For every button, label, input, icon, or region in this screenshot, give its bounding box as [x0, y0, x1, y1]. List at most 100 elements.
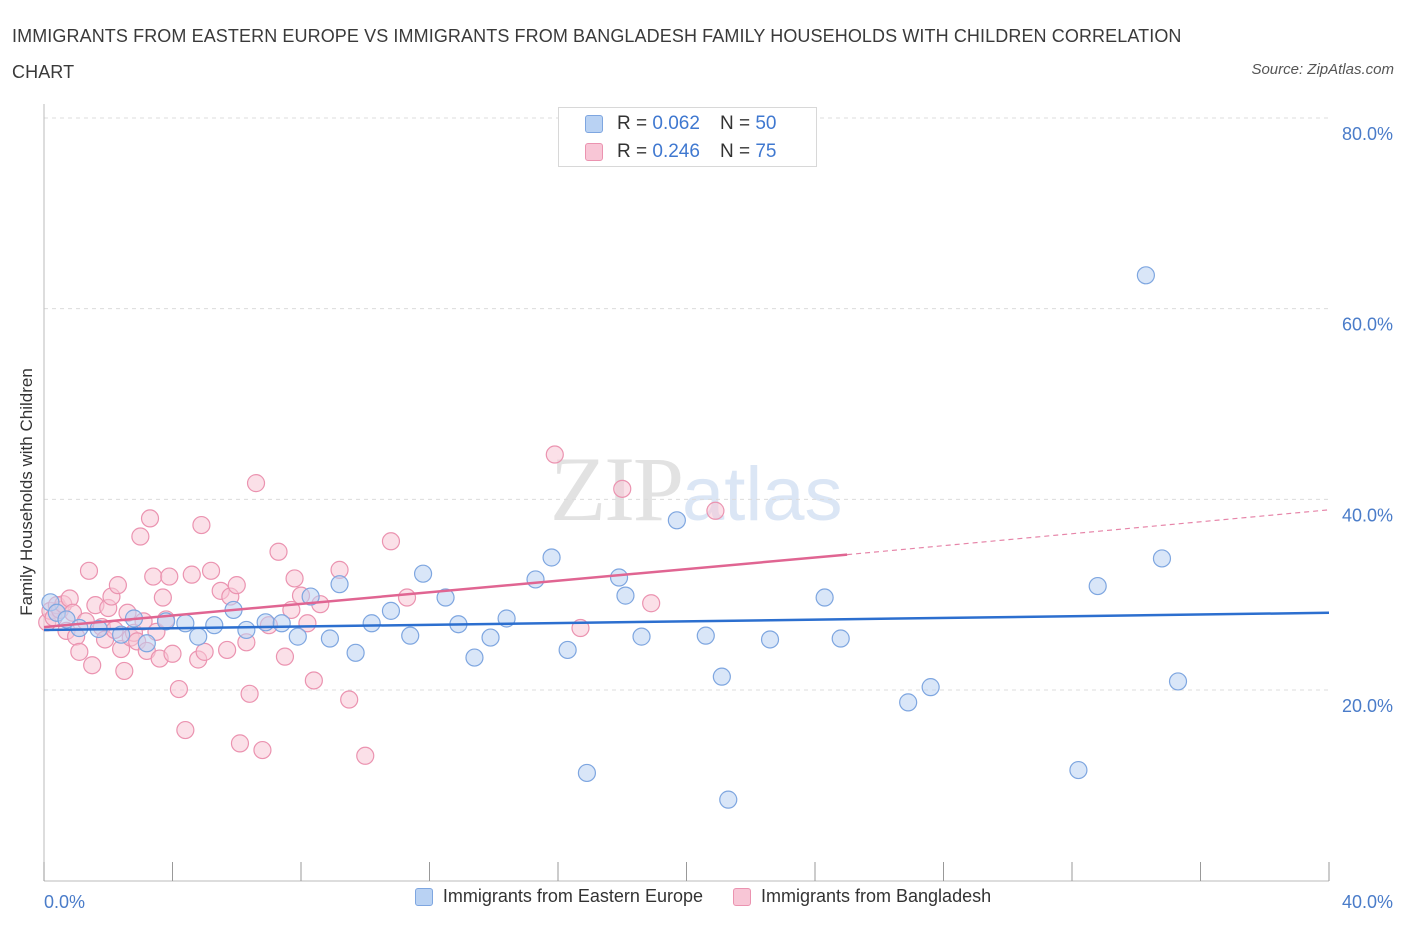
series-legend-label: Immigrants from Bangladesh	[761, 886, 992, 906]
series-legend-bangladesh[interactable]: Immigrants from Bangladesh	[733, 886, 991, 907]
bangladesh-point	[131, 527, 150, 546]
eastern-europe-point	[205, 616, 224, 635]
bangladesh-point	[108, 576, 127, 595]
bangladesh-point	[240, 684, 259, 703]
bangladesh-point	[176, 720, 195, 740]
bangladesh-point	[182, 565, 201, 584]
eastern-europe-point	[719, 790, 738, 809]
eastern-europe-point	[401, 626, 420, 645]
correlation-legend: R = 0.062 N = 50 R = 0.246 N = 75	[558, 107, 817, 167]
bangladesh-point	[642, 594, 661, 613]
eastern-europe-point	[237, 620, 256, 640]
bangladesh-point	[195, 642, 214, 661]
bangladesh-point	[192, 515, 211, 535]
eastern-europe-point	[760, 630, 780, 649]
legend-r-value: 0.246	[652, 141, 700, 162]
eastern-europe-point	[542, 548, 561, 567]
eastern-europe-point	[189, 627, 208, 646]
legend-row-bangladesh: R = 0.246 N = 75	[585, 141, 776, 163]
eastern-europe-point	[1152, 549, 1172, 568]
bangladesh-point	[275, 647, 295, 666]
legend-n-value: 50	[755, 113, 777, 134]
eastern-europe-point	[272, 614, 291, 633]
chart-source: Source: ZipAtlas.com	[1251, 61, 1394, 78]
bangladesh-point	[163, 644, 182, 663]
bangladesh-point	[304, 671, 323, 690]
axes	[43, 104, 1330, 882]
bangladesh-point	[169, 679, 189, 699]
bangladesh-point	[153, 588, 172, 607]
eastern-europe-point	[526, 570, 545, 589]
bangladesh-points	[38, 445, 725, 765]
legend-n-label: N =	[719, 113, 751, 134]
trend-lines	[43, 509, 1330, 632]
series-swatch-blue	[414, 887, 433, 906]
series-swatch-pink	[733, 887, 751, 906]
bangladesh-point	[218, 640, 237, 660]
bangladesh-point	[545, 445, 564, 464]
eastern-europe-point	[899, 693, 918, 712]
bangladesh-point	[381, 532, 401, 551]
bangladesh-point	[201, 561, 221, 580]
eastern-europe-point	[1069, 760, 1088, 780]
y-tick-label: 40.0%	[1342, 505, 1393, 525]
eastern-europe-point	[831, 629, 850, 648]
bangladesh-point	[70, 642, 89, 661]
eastern-europe-point	[696, 626, 715, 645]
bangladesh-point	[356, 746, 375, 765]
eastern-europe-point	[111, 625, 131, 644]
bangladesh-point	[227, 576, 246, 595]
eastern-europe-point	[288, 627, 307, 646]
x-tick-label-min: 0.0%	[44, 892, 85, 912]
eastern-europe-point	[1136, 266, 1155, 285]
legend-r-label: R =	[617, 113, 648, 134]
bangladesh-trend-line	[43, 553, 848, 629]
eastern-europe-point	[558, 640, 577, 660]
y-tick-label: 80.0%	[1342, 124, 1393, 144]
eastern-europe-point	[1088, 576, 1107, 596]
eastern-europe-point	[1168, 672, 1188, 691]
bangladesh-point	[230, 734, 250, 753]
bangladesh-point	[285, 569, 304, 588]
x-tick-label-max: 40.0%	[1342, 892, 1393, 912]
bangladesh-point	[340, 690, 359, 709]
bangladesh-trend-extension	[847, 509, 1330, 556]
bangladesh-point	[140, 509, 160, 528]
legend-swatch-blue	[585, 115, 603, 133]
eastern-europe-point	[320, 629, 340, 648]
tick-labels: 20.0% 40.0% 60.0% 80.0% 0.0% 40.0%	[44, 124, 1393, 912]
eastern-europe-point	[70, 618, 89, 638]
legend-n-label: N =	[719, 141, 751, 162]
series-legend-eastern-europe[interactable]: Immigrants from Eastern Europe	[414, 886, 703, 907]
eastern-europe-point	[577, 763, 597, 783]
series-legend-label: Immigrants from Eastern Europe	[442, 886, 703, 906]
eastern-europe-point	[381, 601, 401, 620]
eastern-europe-point	[667, 511, 686, 530]
eastern-europe-point	[330, 575, 349, 594]
eastern-europe-points	[41, 266, 1188, 809]
bangladesh-point	[269, 542, 288, 561]
eastern-europe-point	[712, 667, 731, 686]
legend-row-eastern-europe: R = 0.062 N = 50	[585, 113, 776, 135]
bangladesh-point	[144, 567, 163, 586]
series-legend: Immigrants from Eastern Europe Immigrant…	[0, 886, 1406, 907]
legend-n-value: 75	[755, 141, 777, 162]
bangladesh-point	[246, 474, 266, 493]
legend-swatch-pink	[585, 143, 603, 161]
watermark-atlas: atlas	[682, 452, 843, 537]
legend-r-value: 0.062	[652, 113, 700, 134]
eastern-europe-point	[362, 614, 381, 633]
bangladesh-point	[706, 501, 725, 520]
eastern-europe-point	[921, 678, 940, 697]
eastern-europe-point	[609, 568, 629, 587]
y-tick-label: 20.0%	[1342, 696, 1393, 716]
bangladesh-point	[79, 561, 99, 580]
bangladesh-point	[83, 656, 102, 675]
eastern-europe-point	[301, 587, 320, 606]
eastern-europe-point	[413, 564, 433, 583]
bangladesh-point	[253, 740, 272, 760]
eastern-europe-trend-line	[43, 611, 1330, 632]
legend-r-label: R =	[617, 141, 648, 162]
bangladesh-point	[115, 661, 134, 681]
